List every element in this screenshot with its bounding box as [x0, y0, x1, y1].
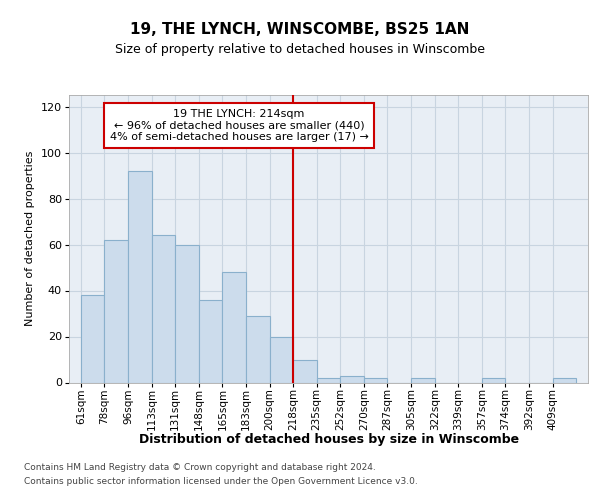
Bar	[246, 316, 269, 382]
Bar	[364, 378, 388, 382]
Bar	[199, 300, 223, 382]
Bar	[81, 295, 104, 382]
Text: Size of property relative to detached houses in Winscombe: Size of property relative to detached ho…	[115, 42, 485, 56]
Text: Contains HM Land Registry data © Crown copyright and database right 2024.: Contains HM Land Registry data © Crown c…	[24, 463, 376, 472]
Bar	[128, 171, 152, 382]
Bar	[104, 240, 128, 382]
Bar	[269, 336, 293, 382]
Bar	[340, 376, 364, 382]
Bar	[411, 378, 434, 382]
Text: Contains public sector information licensed under the Open Government Licence v3: Contains public sector information licen…	[24, 476, 418, 486]
Bar	[553, 378, 576, 382]
Bar	[223, 272, 246, 382]
Bar	[482, 378, 505, 382]
Bar	[175, 244, 199, 382]
Text: 19, THE LYNCH, WINSCOMBE, BS25 1AN: 19, THE LYNCH, WINSCOMBE, BS25 1AN	[130, 22, 470, 38]
Bar	[293, 360, 317, 382]
Text: Distribution of detached houses by size in Winscombe: Distribution of detached houses by size …	[139, 432, 519, 446]
Text: 19 THE LYNCH: 214sqm
← 96% of detached houses are smaller (440)
4% of semi-detac: 19 THE LYNCH: 214sqm ← 96% of detached h…	[110, 109, 368, 142]
Bar	[152, 236, 175, 382]
Y-axis label: Number of detached properties: Number of detached properties	[25, 151, 35, 326]
Bar	[317, 378, 340, 382]
